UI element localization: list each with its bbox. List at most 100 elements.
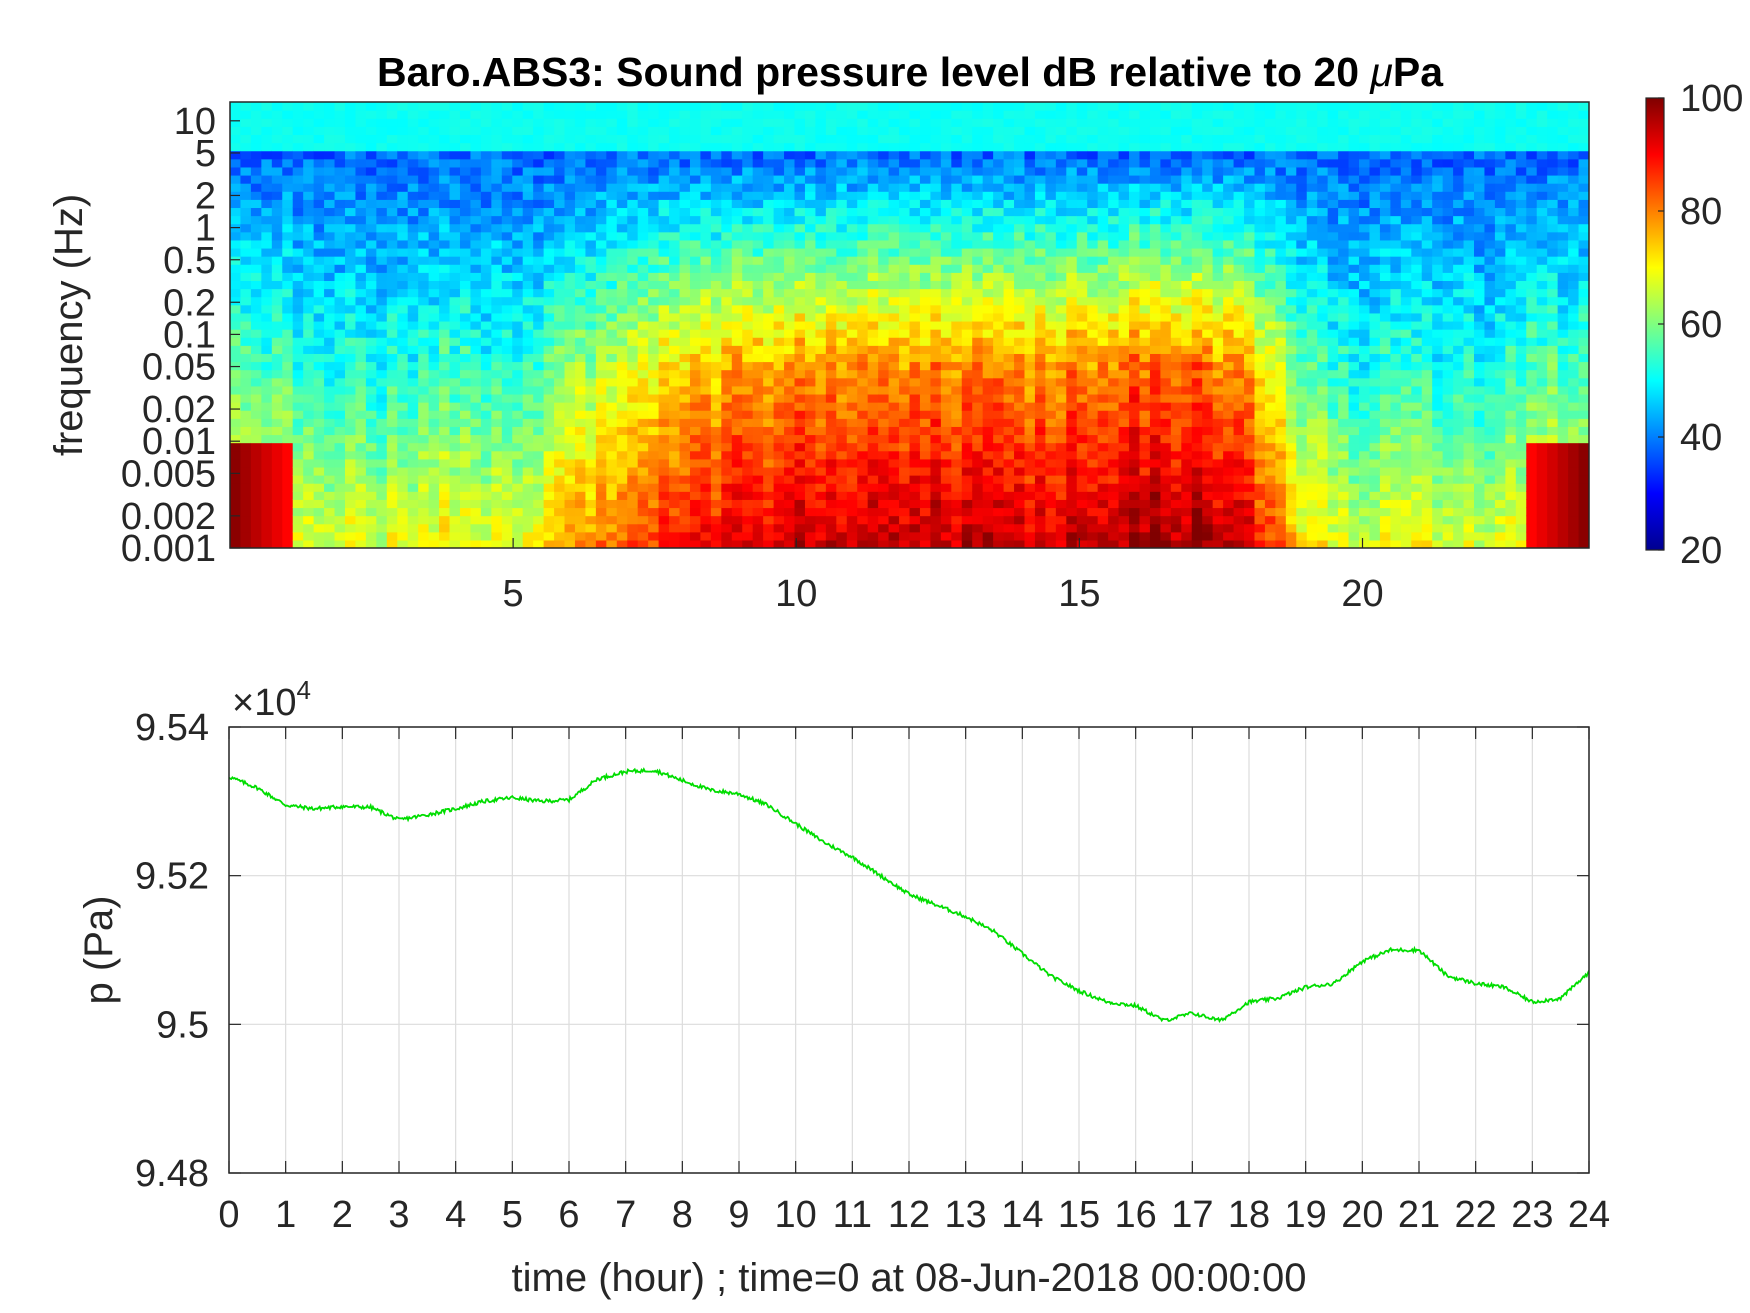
spectrogram-cell	[1097, 483, 1109, 492]
spectrogram-cell	[1034, 377, 1046, 387]
spectrogram-cell	[940, 491, 952, 500]
spectrogram-cell	[731, 174, 743, 184]
spectrogram-cell	[386, 491, 398, 500]
spectrogram-cell	[1118, 304, 1130, 314]
spectrogram-cell	[334, 312, 346, 322]
spectrogram-cell	[606, 223, 618, 233]
spectrogram-cell	[710, 142, 722, 152]
spectrogram-cell	[836, 304, 848, 314]
spectrogram-cell	[888, 475, 900, 484]
spectrogram-cell	[804, 320, 817, 330]
spectrogram-cell	[878, 272, 890, 281]
spectrogram-cell	[344, 507, 357, 517]
spectrogram-cell	[1087, 304, 1099, 314]
spectrogram-cell	[836, 142, 848, 152]
spectrogram-cell	[501, 158, 513, 168]
spectrogram-cell	[386, 134, 398, 144]
spectrogram-cell	[1097, 247, 1109, 257]
spectrogram-cell	[961, 118, 973, 127]
spectrogram-cell	[961, 361, 973, 371]
spectrogram-cell	[355, 183, 367, 192]
spectrogram-cell	[595, 150, 607, 160]
spectrogram-cell	[1003, 410, 1015, 419]
spectrogram-cell	[1097, 207, 1109, 217]
spectrogram-cell	[397, 369, 409, 379]
spectrogram-cell	[669, 134, 681, 144]
spectrogram-cell	[250, 531, 262, 541]
spectrogram-cell	[344, 402, 357, 411]
spectrogram-cell	[1108, 353, 1120, 363]
spectrogram-cell	[533, 539, 545, 548]
spectrogram-cell	[407, 491, 419, 500]
spectrogram-cell	[1034, 369, 1046, 379]
spectrogram-cell	[1108, 215, 1120, 225]
spectrogram-cell	[439, 304, 451, 314]
spectrogram-cell	[1160, 410, 1172, 419]
spectrogram-cell	[710, 337, 722, 346]
spectrogram-cell	[825, 499, 837, 509]
spectrogram-cell	[867, 320, 879, 330]
spectrogram-cell	[972, 126, 984, 136]
spectrogram-cell	[1066, 215, 1078, 225]
spectrogram-cell	[1055, 539, 1067, 548]
spectrogram-cell	[303, 475, 315, 484]
spectrogram-cell	[418, 361, 430, 371]
spectrogram-cell	[365, 353, 377, 363]
spectrogram-cell	[512, 288, 524, 298]
spectrogram-cell	[794, 207, 806, 217]
spectrogram-cell	[334, 531, 346, 541]
spectrogram-cell	[491, 499, 503, 509]
spectrogram-cell	[909, 142, 921, 152]
spectrogram-cell	[261, 442, 273, 452]
spectrogram-cell	[376, 166, 388, 176]
spectrogram-cell	[721, 507, 733, 517]
spectrogram-cell	[470, 515, 482, 525]
spectrogram-cell	[940, 531, 952, 541]
spectrogram-cell	[972, 377, 984, 387]
spectrogram-cell	[376, 353, 388, 363]
spectrogram-cell	[742, 483, 754, 492]
spectrogram-cell	[731, 158, 743, 168]
spectrogram-cell	[982, 231, 994, 241]
spectrogram-cell	[470, 134, 482, 144]
spectrogram-cell	[689, 345, 702, 354]
spectrogram-cell	[230, 337, 242, 346]
spectrogram-cell	[951, 183, 963, 192]
spectrogram-cell	[951, 483, 963, 492]
spectrogram-cell	[909, 247, 921, 257]
spectrogram-cell	[1160, 142, 1172, 152]
spectrogram-cell	[951, 288, 963, 298]
spectrogram-cell	[271, 539, 283, 548]
spectrogram-cell	[637, 296, 649, 306]
spectrogram-cell	[1003, 256, 1015, 265]
spectrogram-cell	[1087, 393, 1099, 403]
spectrogram-cell	[480, 442, 492, 452]
spectrogram-cell	[951, 402, 963, 411]
spectrogram-cell	[595, 191, 607, 200]
spectrogram-cell	[878, 288, 890, 298]
spectrogram-cell	[574, 475, 587, 484]
spectrogram-cell	[878, 385, 890, 395]
spectrogram-cell	[888, 442, 900, 452]
spectrogram-cell	[972, 434, 984, 444]
spectrogram-cell	[763, 110, 775, 119]
spectrogram-cell	[240, 515, 252, 525]
spectrogram-cell	[324, 320, 336, 330]
spectrogram-cell	[637, 539, 649, 548]
spectrogram-cell	[303, 312, 315, 322]
spectrogram-cell	[554, 531, 566, 541]
spectrogram-cell	[1139, 345, 1151, 354]
spectrogram-cell	[899, 223, 911, 233]
spectrogram-cell	[888, 320, 900, 330]
spectrogram-cell	[742, 320, 754, 330]
spectrogram-cell	[1118, 442, 1130, 452]
spectrogram-cell	[480, 239, 492, 249]
spectrogram-cell	[1097, 239, 1109, 249]
spectrogram-cell	[418, 247, 430, 257]
spectrogram-cell	[1014, 288, 1026, 298]
spectrogram-cell	[344, 475, 357, 484]
spectrogram-cell	[982, 272, 994, 281]
spectrogram-cell	[1055, 353, 1067, 363]
spectrogram-cell	[355, 450, 367, 460]
spectrogram-cell	[752, 475, 764, 484]
